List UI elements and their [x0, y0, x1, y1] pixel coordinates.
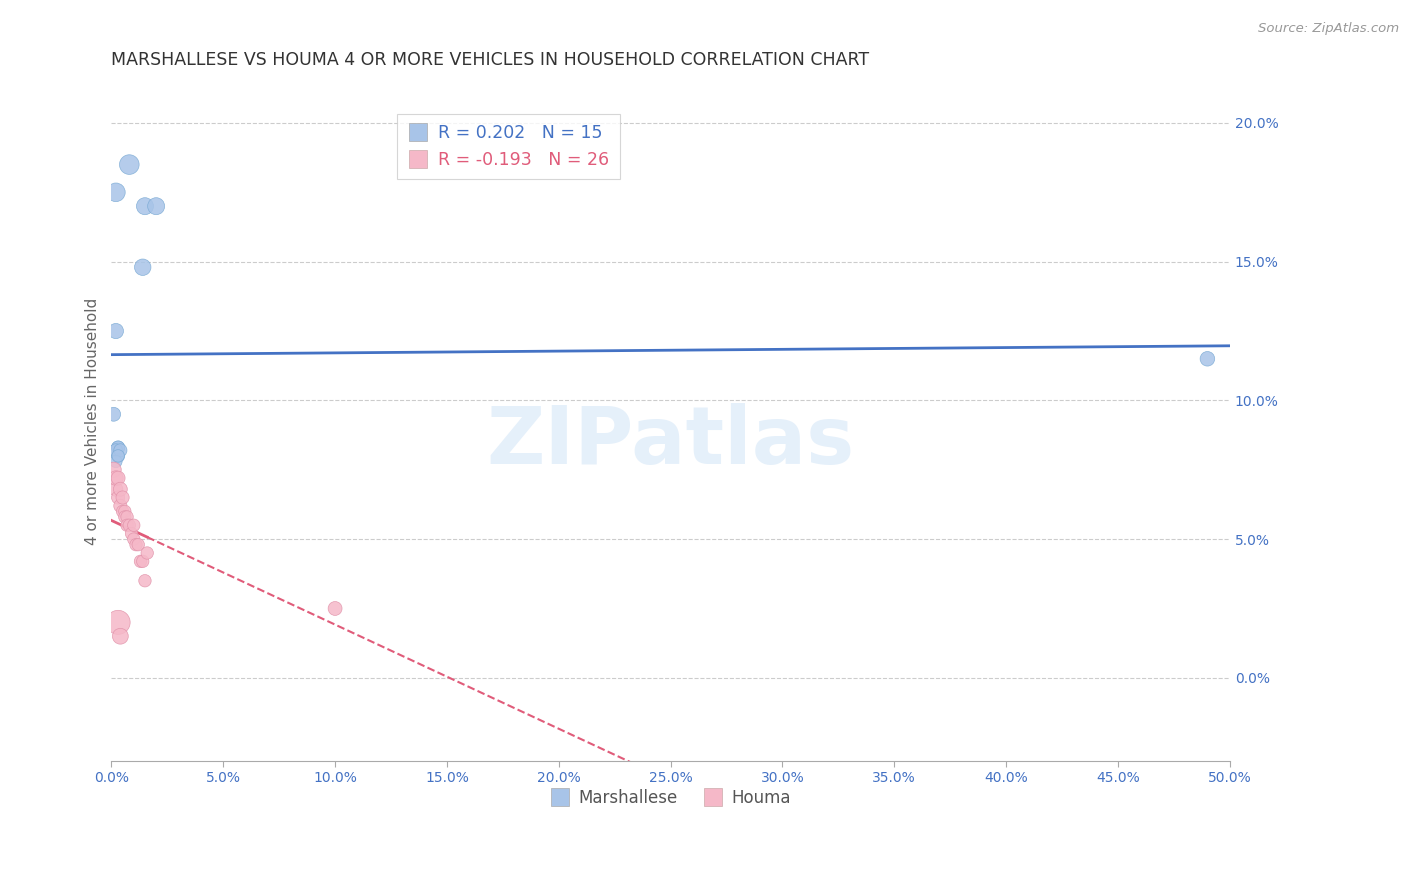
Point — [104, 324, 127, 338]
Point — [110, 482, 132, 496]
Text: Source: ZipAtlas.com: Source: ZipAtlas.com — [1258, 22, 1399, 36]
Point — [104, 443, 127, 458]
Point — [110, 443, 132, 458]
Point — [114, 510, 136, 524]
Point — [118, 158, 141, 172]
Point — [110, 499, 132, 513]
Point — [134, 199, 156, 213]
Legend: Marshallese, Houma: Marshallese, Houma — [544, 782, 797, 814]
Point — [107, 441, 129, 455]
Point — [107, 471, 129, 485]
Point — [104, 482, 127, 496]
Point — [115, 518, 138, 533]
Point — [107, 491, 129, 505]
Point — [111, 504, 134, 518]
Point — [103, 463, 125, 477]
Point — [132, 554, 155, 568]
Point — [122, 532, 145, 546]
Point — [104, 471, 127, 485]
Point — [125, 538, 148, 552]
Point — [132, 260, 155, 275]
Point — [111, 491, 134, 505]
Point — [134, 574, 156, 588]
Point — [121, 526, 143, 541]
Point — [136, 546, 159, 560]
Text: MARSHALLESE VS HOUMA 4 OR MORE VEHICLES IN HOUSEHOLD CORRELATION CHART: MARSHALLESE VS HOUMA 4 OR MORE VEHICLES … — [111, 51, 869, 69]
Point — [104, 454, 127, 468]
Point — [107, 449, 129, 463]
Point — [127, 538, 149, 552]
Y-axis label: 4 or more Vehicles in Household: 4 or more Vehicles in Household — [86, 298, 100, 545]
Point — [107, 441, 129, 455]
Point — [110, 629, 132, 643]
Point — [107, 615, 129, 630]
Point — [145, 199, 167, 213]
Point — [118, 518, 141, 533]
Point — [103, 407, 125, 421]
Point — [107, 449, 129, 463]
Point — [129, 554, 152, 568]
Point — [104, 186, 127, 200]
Point — [1197, 351, 1219, 366]
Point — [115, 510, 138, 524]
Text: ZIPatlas: ZIPatlas — [486, 402, 855, 481]
Point — [114, 504, 136, 518]
Point — [323, 601, 346, 615]
Point — [122, 518, 145, 533]
